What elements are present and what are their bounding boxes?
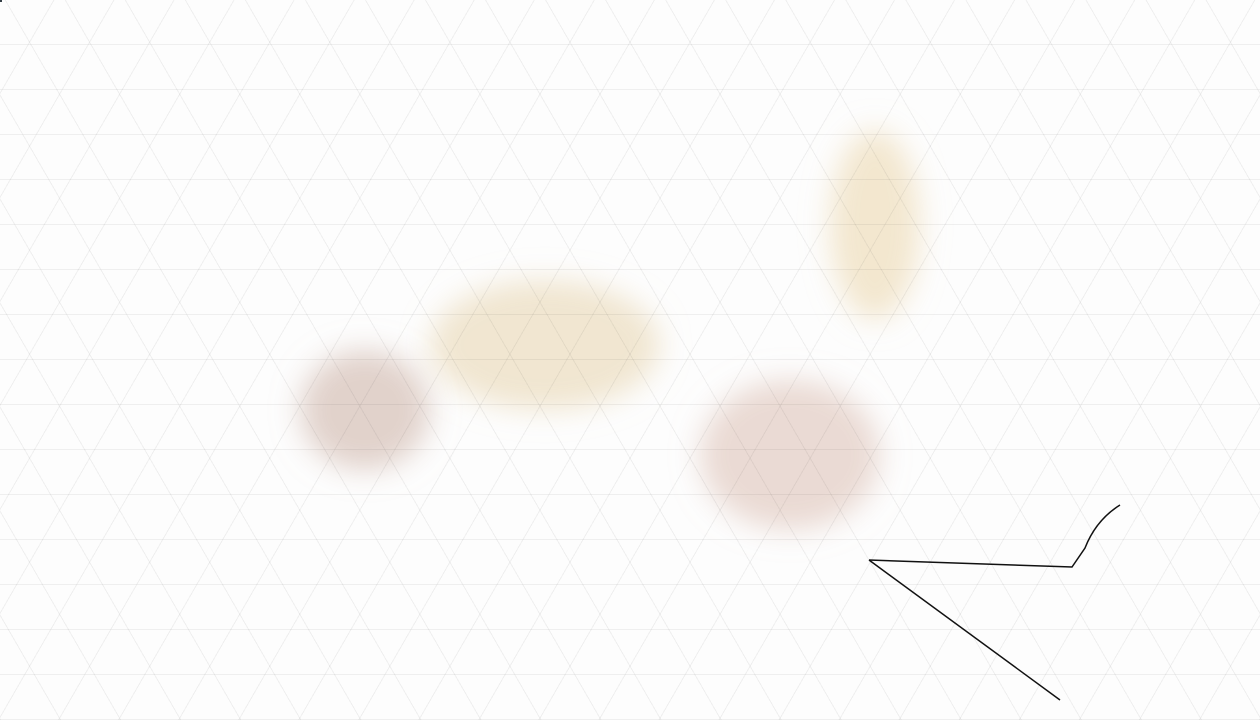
- fujian-magnifier-inset[interactable]: [0, 0, 2, 2]
